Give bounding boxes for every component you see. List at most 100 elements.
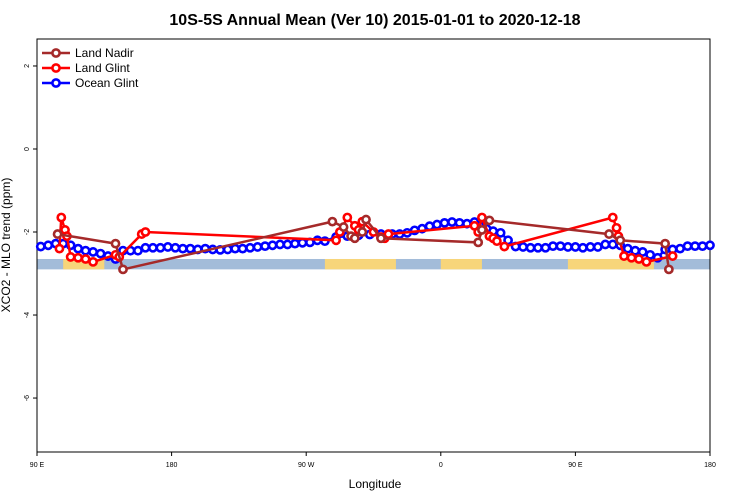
point-land-glint-1 — [56, 212, 67, 223]
x-tick-label-0: 90 E — [30, 462, 45, 469]
point-ocean-glint-63 — [533, 242, 543, 253]
x-tick-label-1: 180 — [166, 462, 178, 469]
land-segment-1 — [324, 258, 396, 270]
point-ocean-glint-62 — [525, 242, 536, 253]
point-land-glint-11 — [140, 227, 151, 237]
point-ocean-glint-84 — [690, 241, 700, 252]
x-tick-label-4: 90 E — [568, 462, 583, 469]
point-land-glint-14 — [342, 212, 353, 223]
point-land-glint-12 — [331, 235, 342, 246]
chart-title: 10S-5S Annual Mean (Ver 10) 2015-01-01 t… — [169, 12, 580, 29]
land-segment-0 — [63, 258, 105, 270]
land-segment-3 — [567, 258, 654, 270]
x-tick-label-2: 90 W — [298, 462, 315, 469]
point-land-nadir-1 — [110, 238, 121, 249]
point-ocean-glint-82 — [675, 243, 685, 254]
point-ocean-glint-70 — [585, 242, 596, 252]
point-ocean-glint-13 — [133, 245, 143, 256]
point-ocean-glint-73 — [607, 239, 618, 250]
point-land-glint-7 — [88, 256, 98, 267]
point-ocean-glint-61 — [518, 242, 528, 252]
point-ocean-glint-58 — [495, 227, 506, 238]
point-land-glint-27 — [491, 236, 502, 247]
point-land-nadir-15 — [660, 238, 671, 249]
legend-label-1: Land Glint — [75, 61, 130, 75]
y-tick-label-4: -6 — [24, 395, 31, 401]
point-land-nadir-7 — [357, 227, 368, 237]
point-land-glint-4 — [65, 252, 76, 262]
point-land-nadir-12 — [484, 215, 495, 226]
point-ocean-glint-16 — [155, 242, 166, 253]
point-ocean-glint-83 — [682, 241, 693, 252]
point-ocean-glint-18 — [170, 242, 181, 253]
point-ocean-glint-30 — [260, 241, 270, 252]
point-ocean-glint-67 — [563, 242, 573, 252]
point-land-glint-0 — [54, 243, 65, 254]
point-ocean-glint-31 — [267, 240, 278, 251]
legend-label-0: Land Nadir — [75, 46, 134, 60]
map-band — [37, 258, 710, 270]
point-land-nadir-2 — [118, 264, 128, 275]
point-ocean-glint-66 — [555, 241, 566, 252]
y-axis: 2 0 -2 -4 -6 — [24, 64, 37, 401]
point-land-glint-34 — [634, 254, 644, 264]
series-land-nadir — [52, 214, 674, 275]
y-tick-label-1: 0 — [24, 147, 31, 151]
point-land-glint-6 — [80, 254, 91, 264]
point-ocean-glint-32 — [275, 239, 285, 250]
point-ocean-glint-1 — [43, 240, 54, 251]
point-land-glint-28 — [499, 241, 510, 252]
point-land-glint-5 — [73, 252, 84, 263]
x-axis-title: Longitude — [349, 477, 402, 491]
x-tick-label-5: 180 — [704, 462, 716, 469]
x-tick-label-3: 0 — [439, 462, 443, 469]
point-ocean-glint-68 — [570, 242, 581, 252]
point-ocean-glint-64 — [540, 242, 551, 253]
point-ocean-glint-19 — [177, 243, 188, 254]
point-ocean-glint-69 — [577, 242, 588, 253]
point-ocean-glint-51 — [439, 217, 450, 228]
point-ocean-glint-8 — [95, 248, 106, 259]
point-ocean-glint-14 — [140, 242, 151, 253]
series-land-glint — [54, 212, 678, 267]
point-ocean-glint-85 — [697, 241, 708, 252]
point-ocean-glint-72 — [600, 239, 611, 250]
point-land-glint-36 — [667, 251, 678, 261]
point-land-nadir-0 — [52, 229, 63, 239]
point-ocean-glint-27 — [237, 243, 248, 254]
legend-marker-1 — [51, 63, 61, 73]
point-ocean-glint-5 — [73, 243, 84, 254]
point-ocean-glint-75 — [622, 243, 633, 254]
point-land-glint-33 — [626, 252, 637, 263]
point-ocean-glint-6 — [80, 245, 91, 256]
point-land-nadir-3 — [327, 216, 338, 227]
point-ocean-glint-34 — [290, 238, 300, 249]
point-ocean-glint-33 — [282, 239, 293, 250]
point-land-glint-29 — [607, 212, 618, 223]
point-land-nadir-6 — [349, 233, 360, 244]
point-ocean-glint-53 — [454, 217, 465, 228]
point-land-nadir-14 — [615, 235, 626, 246]
point-ocean-glint-86 — [705, 240, 715, 251]
point-land-nadir-9 — [376, 233, 386, 244]
point-ocean-glint-17 — [162, 242, 173, 252]
legend-marker-2 — [51, 78, 61, 88]
point-land-glint-30 — [611, 222, 622, 233]
y-tick-label-0: 2 — [24, 64, 31, 68]
point-land-nadir-8 — [361, 214, 371, 225]
y-tick-label-3: -4 — [24, 312, 31, 318]
point-ocean-glint-29 — [252, 242, 263, 252]
point-land-glint-21 — [383, 229, 394, 239]
point-land-glint-35 — [641, 256, 652, 267]
point-land-nadir-13 — [604, 229, 614, 239]
point-land-glint-32 — [619, 251, 629, 261]
point-ocean-glint-50 — [432, 219, 442, 230]
land-segment-2 — [440, 258, 482, 270]
point-ocean-glint-28 — [245, 242, 256, 253]
point-land-nadir-10 — [473, 237, 484, 248]
point-ocean-glint-20 — [185, 243, 196, 254]
y-tick-label-2: -2 — [24, 229, 31, 235]
point-ocean-glint-52 — [447, 217, 457, 227]
